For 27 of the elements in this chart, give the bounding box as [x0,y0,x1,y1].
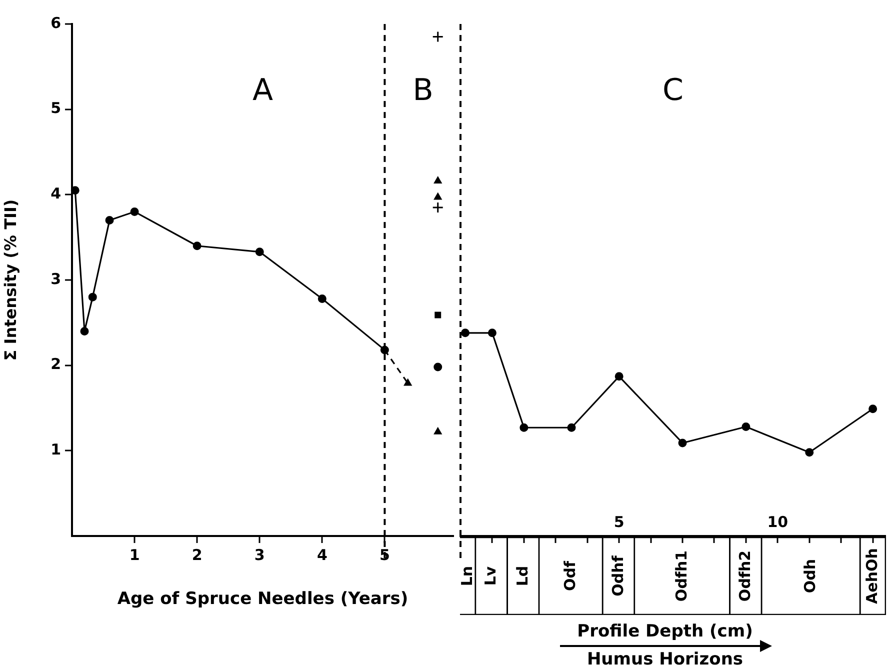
x-tick-label: 10 [767,512,788,531]
x-tick-label: 1 [129,546,140,564]
y-tick-label: 1 [50,440,61,459]
x-tick-label: 4 [316,546,328,564]
text: A [252,72,274,108]
y-tick-label: 3 [50,270,61,288]
series-label: Odhf [608,555,627,596]
text: C [662,72,684,108]
y-tick-label: 2 [50,355,61,374]
y-tick-label: 6 [50,14,61,32]
series-label: Odf [561,560,580,592]
y-axis-title: Σ Intensity (% TII) [0,199,20,361]
series-label: AehOh [863,548,882,604]
series-label: Odfh2 [736,550,754,602]
y-tick-label: 5 [50,99,61,118]
x-axis-title: Profile Depth (cm) [577,621,753,642]
text: Humus Horizons [586,649,744,670]
x-tick-label: 2 [192,546,202,564]
y-tick-label: 4 [50,184,61,203]
x-tick-label: 3 [254,546,265,564]
series-label: Odfh1 [672,550,690,602]
series-label: Ld [513,566,532,586]
series-label: Ln [458,566,476,586]
annotation: B [412,72,434,108]
x-axis-title: Age of Spruce Needles (Years) [117,589,408,610]
series-label: Odh [801,558,820,594]
series-label: Lv [482,566,500,586]
